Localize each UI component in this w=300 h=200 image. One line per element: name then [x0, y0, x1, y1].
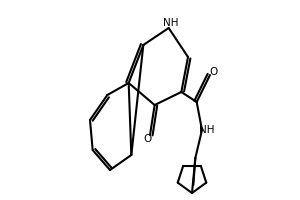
Text: O: O	[144, 134, 152, 144]
Text: NH: NH	[199, 125, 215, 135]
Text: NH: NH	[163, 18, 178, 28]
Text: O: O	[210, 67, 218, 77]
